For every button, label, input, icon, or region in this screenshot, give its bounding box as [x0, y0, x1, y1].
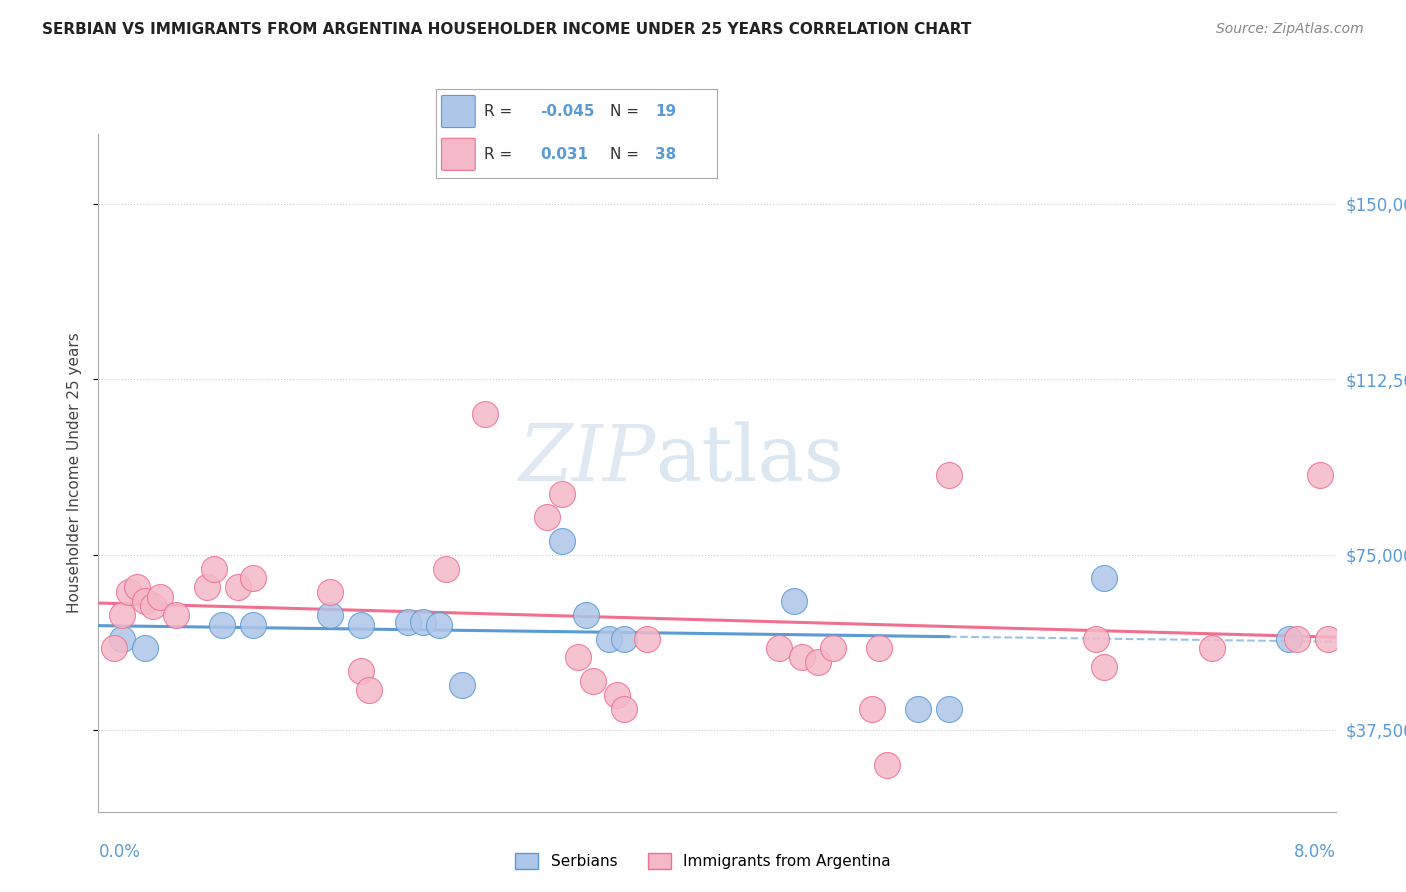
Point	[551, 533, 574, 548]
Point	[551, 487, 574, 501]
Y-axis label: Householder Income Under 25 years: Householder Income Under 25 years	[67, 333, 83, 613]
Point	[876, 758, 898, 772]
Point	[111, 608, 134, 623]
Point	[134, 641, 156, 656]
Point	[350, 665, 373, 679]
Point	[821, 641, 844, 656]
Point	[211, 617, 233, 632]
Point	[165, 608, 187, 623]
Text: ZIP: ZIP	[517, 421, 655, 498]
Point	[396, 615, 419, 630]
Text: 19: 19	[655, 104, 676, 119]
Point	[768, 641, 790, 656]
Point	[357, 683, 380, 698]
Text: Source: ZipAtlas.com: Source: ZipAtlas.com	[1216, 22, 1364, 37]
Point	[1317, 632, 1340, 646]
Point	[242, 617, 264, 632]
Point	[790, 650, 813, 665]
Point	[598, 632, 620, 646]
Point	[242, 571, 264, 585]
Point	[149, 590, 172, 604]
Text: atlas: atlas	[655, 421, 844, 497]
Point	[319, 608, 342, 623]
FancyBboxPatch shape	[441, 95, 475, 128]
Point	[451, 678, 474, 692]
Point	[204, 561, 226, 575]
Point	[536, 510, 558, 524]
Text: R =: R =	[484, 147, 512, 161]
Point	[860, 702, 883, 716]
Point	[783, 594, 806, 608]
Point	[606, 688, 628, 702]
Point	[567, 650, 589, 665]
FancyBboxPatch shape	[441, 138, 475, 170]
Text: N =: N =	[610, 104, 640, 119]
Point	[195, 580, 218, 594]
Point	[575, 608, 598, 623]
Point	[127, 580, 149, 594]
Point	[427, 617, 450, 632]
Text: 8.0%: 8.0%	[1294, 843, 1336, 861]
Text: SERBIAN VS IMMIGRANTS FROM ARGENTINA HOUSEHOLDER INCOME UNDER 25 YEARS CORRELATI: SERBIAN VS IMMIGRANTS FROM ARGENTINA HOU…	[42, 22, 972, 37]
Point	[1085, 632, 1108, 646]
Point	[226, 580, 249, 594]
Point	[613, 702, 636, 716]
Point	[1286, 632, 1309, 646]
Text: R =: R =	[484, 104, 512, 119]
Text: 0.0%: 0.0%	[98, 843, 141, 861]
Point	[637, 632, 659, 646]
Point	[807, 655, 830, 669]
Point	[350, 617, 373, 632]
Text: 38: 38	[655, 147, 676, 161]
Point	[319, 585, 342, 599]
Point	[103, 641, 125, 656]
Text: N =: N =	[610, 147, 640, 161]
Point	[907, 702, 929, 716]
Point	[436, 561, 458, 575]
Point	[118, 585, 141, 599]
Point	[1278, 632, 1301, 646]
Point	[1309, 468, 1331, 483]
Point	[582, 673, 605, 688]
Point	[1092, 660, 1115, 674]
Legend: Serbians, Immigrants from Argentina: Serbians, Immigrants from Argentina	[509, 847, 897, 875]
Point	[474, 407, 496, 421]
Point	[869, 641, 891, 656]
Point	[1092, 571, 1115, 585]
Point	[1201, 641, 1223, 656]
Text: -0.045: -0.045	[540, 104, 595, 119]
Point	[111, 632, 134, 646]
Point	[613, 632, 636, 646]
Text: 0.031: 0.031	[540, 147, 588, 161]
Point	[938, 468, 960, 483]
Point	[412, 615, 434, 630]
Point	[938, 702, 960, 716]
Point	[134, 594, 156, 608]
Point	[141, 599, 165, 613]
